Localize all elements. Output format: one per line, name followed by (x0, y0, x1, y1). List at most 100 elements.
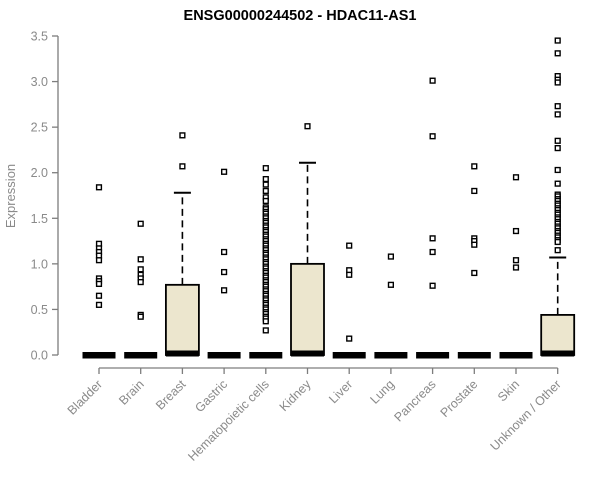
outlier-point (262, 327, 269, 334)
outlier-point (554, 180, 561, 187)
median-bar (541, 350, 575, 357)
outlier-point (554, 238, 561, 246)
outlier-point (220, 248, 228, 256)
plot-layer (82, 37, 576, 359)
outlier-point (220, 168, 228, 175)
outlier-point (220, 268, 228, 276)
outlier-point (179, 163, 186, 170)
outlier-point (554, 79, 561, 86)
box-group-gastric (207, 168, 241, 359)
outlier-point (346, 335, 353, 342)
box-group-unknown-other (540, 37, 576, 357)
x-tick-label: Brain (116, 377, 147, 408)
outlier-point (512, 264, 520, 271)
outlier-point (95, 280, 103, 288)
box-group-bladder (82, 184, 116, 359)
x-tick-label: Breast (153, 377, 189, 413)
x-tick-label: Liver (326, 377, 355, 406)
outlier-point (262, 181, 269, 188)
flat-box-bar (457, 352, 491, 359)
x-tick-label: Bladder (65, 377, 105, 417)
flat-box-bar (332, 352, 366, 359)
outlier-point (554, 247, 561, 254)
outlier-point (262, 318, 269, 325)
box-rect (540, 313, 576, 356)
outlier-point (95, 292, 103, 299)
outlier-point (262, 197, 269, 205)
outlier-point (429, 282, 436, 289)
outlier-point (262, 187, 269, 195)
outlier-point (554, 145, 561, 152)
outlier-point (95, 257, 103, 264)
chart-title: ENSG00000244502 - HDAC11-AS1 (184, 8, 417, 24)
outlier-point (554, 137, 561, 144)
outlier-point (471, 241, 478, 248)
y-tick-label: 1.5 (31, 212, 48, 226)
flat-box-bar (207, 352, 241, 359)
outlier-point (95, 301, 103, 308)
outlier-point (220, 287, 228, 294)
box-group-liver (332, 242, 366, 359)
outlier-point (554, 103, 561, 110)
outlier-point (471, 269, 478, 277)
y-tick-label: 3.0 (31, 75, 48, 89)
outlier-point (137, 278, 144, 286)
y-tick-label: 2.0 (31, 166, 48, 180)
outlier-point (471, 163, 478, 170)
outlier-point (262, 175, 269, 183)
box-group-skin (499, 174, 533, 359)
outlier-point (137, 313, 144, 320)
outlier-point (554, 166, 561, 174)
outlier-point (554, 50, 561, 57)
x-tick-label: Unknown / Other (488, 377, 564, 453)
outlier-point (512, 227, 520, 235)
flat-box-bar (374, 352, 408, 359)
median-bar (165, 350, 199, 357)
outlier-point (429, 248, 436, 256)
flat-box-bar (124, 352, 158, 359)
y-tick-label: 0.0 (31, 349, 48, 363)
outlier-point (387, 253, 395, 260)
outlier-point (137, 220, 144, 227)
x-tick-label: Hematopoietic cells (185, 377, 272, 464)
x-tick-label: Pancreas (391, 377, 438, 424)
box-group-pancreas (416, 77, 450, 359)
flat-box-bar (416, 352, 450, 359)
box-group-hematopoietic-cells (249, 165, 283, 359)
outlier-point (179, 132, 186, 139)
box-group-brain (124, 220, 158, 359)
flat-box-bar (249, 352, 283, 359)
outlier-point (471, 187, 478, 195)
outlier-point (95, 184, 103, 191)
flat-box-bar (499, 352, 533, 359)
x-tick-label: Gastric (192, 377, 230, 415)
outlier-point (304, 123, 311, 130)
x-tick-label: Kidney (277, 377, 314, 414)
box-rect (290, 262, 325, 356)
y-tick-label: 2.5 (31, 121, 48, 135)
y-tick-label: 1.0 (31, 257, 48, 271)
outlier-point (554, 111, 561, 118)
x-tick-label: Lung (367, 377, 397, 407)
outlier-point (554, 37, 561, 44)
x-tick-label: Prostate (438, 377, 481, 420)
box-group-prostate (457, 163, 491, 359)
outlier-point (429, 133, 436, 140)
flat-box-bar (82, 352, 116, 359)
outlier-point (262, 165, 269, 172)
outlier-point (429, 77, 436, 84)
box-rect (164, 283, 200, 356)
outlier-point (346, 271, 353, 278)
outlier-point (429, 235, 436, 242)
y-axis-label: Expression (3, 164, 18, 228)
box-group-kidney (290, 123, 325, 357)
median-bar (291, 350, 324, 357)
y-tick-label: 0.5 (31, 303, 48, 317)
axes-layer: 0.0 0.5 1.0 1.5 2.0 2.5 3.0 3.5 Bladder Brain Brea… (31, 30, 564, 464)
box-group-lung (374, 253, 408, 359)
y-tick-label: 3.5 (31, 30, 48, 44)
outlier-point (512, 174, 520, 181)
outlier-point (137, 256, 144, 263)
